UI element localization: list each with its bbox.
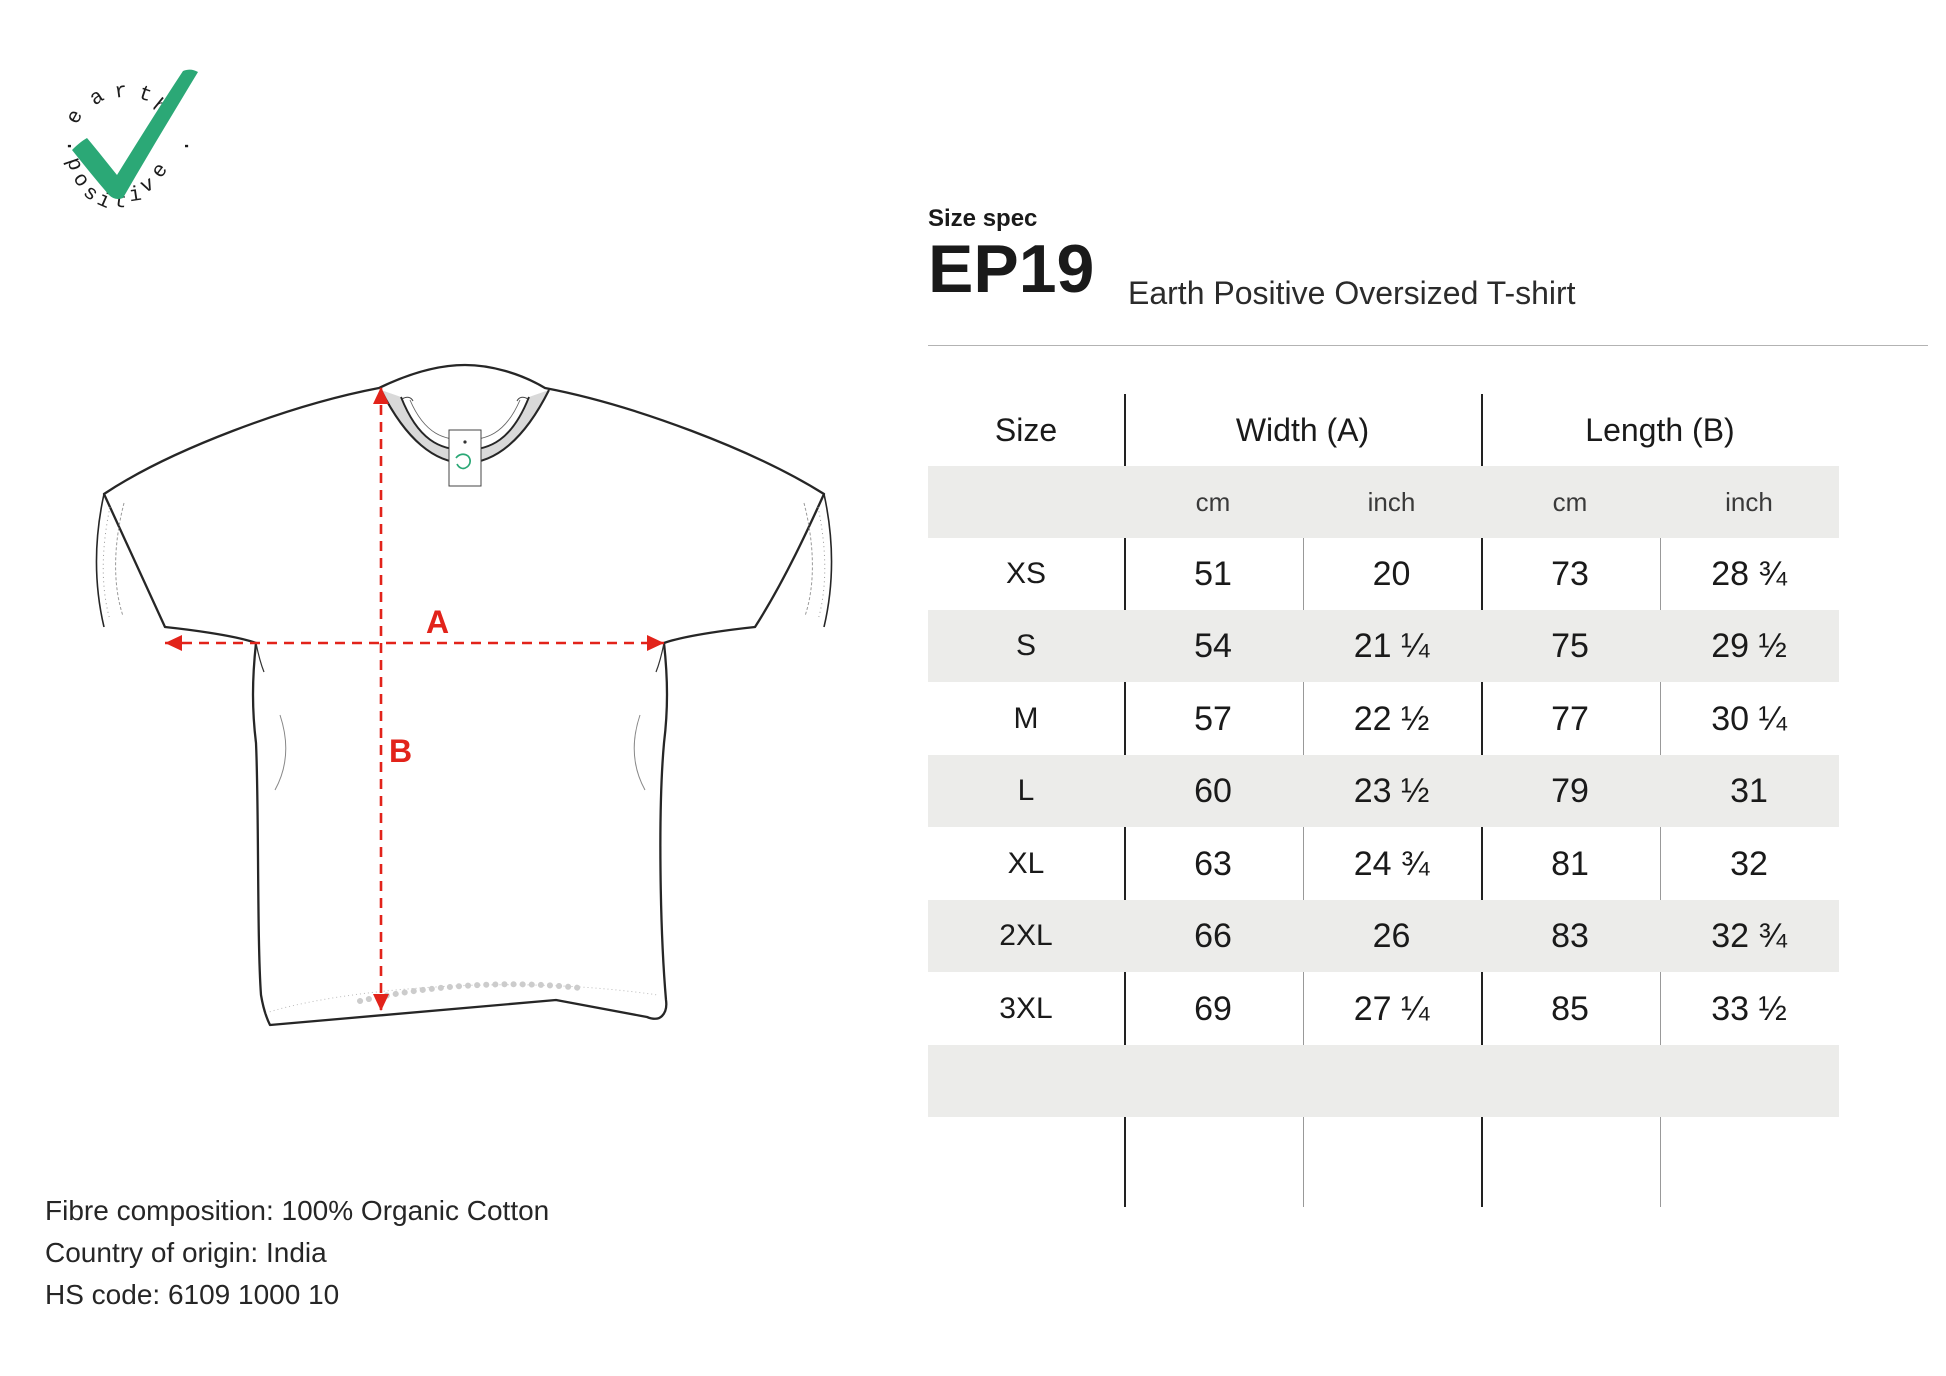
svg-text:B: B: [389, 733, 412, 769]
svg-text:e: e: [148, 159, 174, 183]
svg-text:r: r: [113, 80, 128, 104]
svg-text:a: a: [86, 86, 109, 112]
svg-text:e: e: [63, 106, 89, 128]
svg-text:A: A: [426, 604, 449, 640]
svg-text:.: .: [178, 140, 201, 153]
